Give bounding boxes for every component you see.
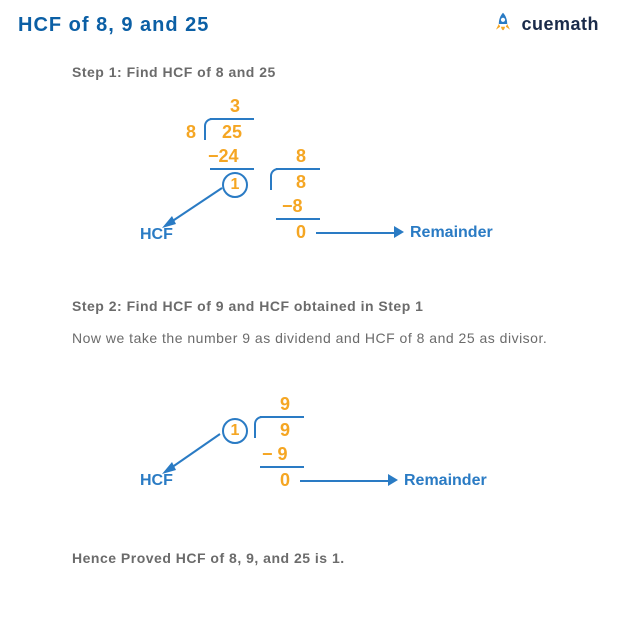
s1-rem-label: Remainder bbox=[410, 224, 493, 242]
s1d1-bar bbox=[210, 118, 254, 120]
s2-rem-arrow-line bbox=[300, 480, 390, 482]
s1d1-line2 bbox=[210, 168, 254, 170]
s1d2-line2 bbox=[276, 218, 320, 220]
s2-rem-label: Remainder bbox=[404, 472, 487, 490]
s2d1-line2 bbox=[260, 466, 304, 468]
s2-hcf-circle: 1 bbox=[222, 418, 248, 444]
s1-rem-arrow-head bbox=[394, 226, 404, 238]
s2d1-sub: − 9 bbox=[262, 444, 288, 465]
s1d1-quotient: 3 bbox=[230, 96, 240, 117]
s1-hcf-arrow bbox=[158, 186, 224, 230]
s2d1-quotient: 9 bbox=[280, 394, 290, 415]
s2d1-curve bbox=[254, 416, 264, 438]
s1d1-curve bbox=[204, 118, 214, 140]
s2-hcf-label: HCF bbox=[140, 472, 173, 490]
s1d2-quotient: 8 bbox=[296, 146, 306, 167]
s1-hcf-label: HCF bbox=[140, 226, 173, 244]
logo: cuemath bbox=[489, 10, 599, 38]
page-title: HCF of 8, 9 and 25 bbox=[18, 14, 209, 37]
s1d1-sub: −24 bbox=[208, 146, 239, 167]
step2-label: Step 2: Find HCF of 9 and HCF obtained i… bbox=[72, 298, 423, 314]
s1d2-dividend: 8 bbox=[296, 172, 306, 193]
step2-body: Now we take the number 9 as dividend and… bbox=[72, 328, 552, 349]
s2-hcf-arrow bbox=[158, 432, 224, 476]
s1d1-divisor: 8 bbox=[186, 122, 196, 143]
step1-label: Step 1: Find HCF of 8 and 25 bbox=[72, 64, 276, 80]
s2d1-bar bbox=[260, 416, 304, 418]
s1d1-dividend: 25 bbox=[222, 122, 242, 143]
s2-hcf-value: 1 bbox=[231, 422, 240, 440]
s1-rem-arrow-line bbox=[316, 232, 396, 234]
s1d2-sub: −8 bbox=[282, 196, 303, 217]
logo-text: cuemath bbox=[521, 14, 599, 35]
s1-hcf-value: 1 bbox=[231, 176, 240, 194]
s2-rem-arrow-head bbox=[388, 474, 398, 486]
s1d2-curve bbox=[270, 168, 280, 190]
conclusion: Hence Proved HCF of 8, 9, and 25 is 1. bbox=[72, 548, 345, 569]
rocket-icon bbox=[489, 10, 517, 38]
s1-hcf-circle: 1 bbox=[222, 172, 248, 198]
s2d1-rem: 0 bbox=[280, 470, 290, 491]
s2d1-dividend: 9 bbox=[280, 420, 290, 441]
s1d2-bar bbox=[276, 168, 320, 170]
s1d2-rem: 0 bbox=[296, 222, 306, 243]
